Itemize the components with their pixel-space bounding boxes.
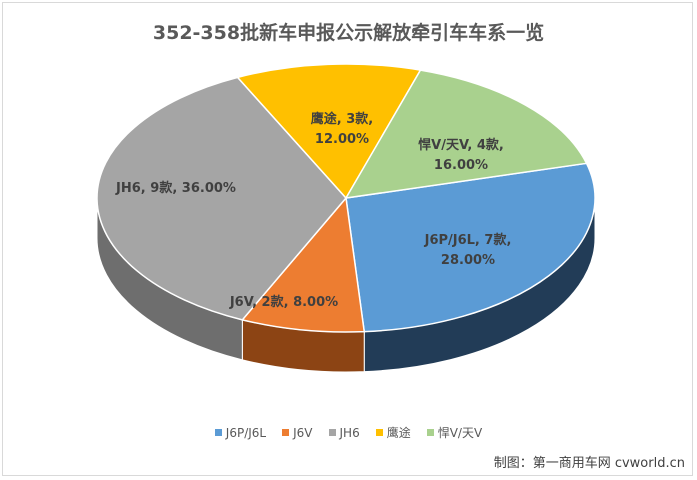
slice-label-2: JH6, 9款, 36.00%	[115, 180, 236, 196]
legend-item-0: J6P/J6L	[214, 424, 267, 441]
pie-tops	[96, 63, 596, 333]
legend-label-2: JH6	[339, 425, 360, 440]
slice-label-4: 悍V/天V, 4款, 16.00%	[418, 137, 504, 173]
legend-swatch-0	[214, 429, 222, 436]
legend-label-3: 鹰途	[386, 426, 411, 440]
chart-title: 352-358批新车申报公示解放牵引车车系一览	[152, 22, 545, 44]
pie-slice-3	[236, 63, 422, 200]
pie-slice-2	[96, 76, 347, 321]
legend-item-4: 悍V/天V	[426, 424, 483, 441]
legend-swatch-3	[375, 429, 383, 436]
legend-swatch-4	[426, 429, 434, 436]
legend-swatch-1	[282, 429, 290, 436]
legend-item-3: 鹰途	[375, 424, 411, 441]
slice-label-3: 鹰途, 3款, 12.00%	[311, 111, 373, 147]
pie-slice-1	[240, 196, 366, 333]
legend-item-2: JH6	[328, 424, 360, 441]
legend-label-0: J6P/J6L	[225, 425, 267, 440]
legend-swatch-2	[328, 429, 336, 436]
pie-slice-0	[345, 162, 596, 333]
chart-credit: 制图：第一商用车网 cvworld.cn	[493, 456, 685, 471]
slice-label-0: J6P/J6L, 7款, 28.00%	[424, 232, 512, 268]
slice-label-1: J6V, 2款, 8.00%	[229, 294, 338, 310]
slice-labels: J6P/J6L, 7款, 28.00% J6V, 2款, 8.00% JH6, 9款,…	[115, 111, 511, 310]
legend-label-1: J6V	[293, 425, 313, 440]
pie-slice-4	[344, 69, 588, 199]
legend-label-4: 悍V/天V	[437, 426, 483, 440]
legend: J6P/J6L J6V JH6 鹰途 悍V/天V	[0, 424, 697, 441]
legend-item-1: J6V	[282, 424, 313, 441]
